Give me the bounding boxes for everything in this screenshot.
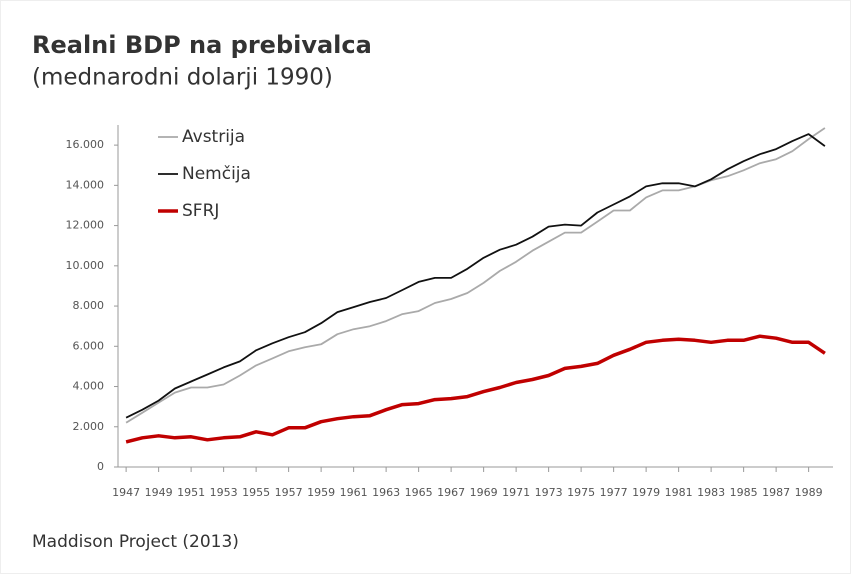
y-tick-label: 8.000 (73, 299, 105, 312)
x-tick-label: 1955 (242, 486, 270, 499)
x-tick-label: 1949 (145, 486, 173, 499)
x-tick-label: 1983 (697, 486, 725, 499)
x-tick-label: 1953 (210, 486, 238, 499)
y-tick-label: 14.000 (66, 178, 105, 191)
x-tick-label: 1951 (177, 486, 205, 499)
x-tick-label: 1985 (730, 486, 758, 499)
x-tick-label: 1957 (275, 486, 303, 499)
x-tick-label: 1977 (600, 486, 628, 499)
x-tick-label: 1979 (632, 486, 660, 499)
x-tick-label: 1947 (112, 486, 140, 499)
series-line (125, 334, 826, 444)
legend-label: SFRJ (182, 201, 219, 221)
x-tick-label: 1975 (567, 486, 595, 499)
y-tick-label: 16.000 (66, 138, 105, 151)
x-tick-label: 1959 (307, 486, 335, 499)
y-tick-label: 0 (97, 460, 104, 473)
x-tick-label: 1969 (470, 486, 498, 499)
x-tick-label: 1961 (340, 486, 368, 499)
legend-label: Avstrija (182, 127, 245, 147)
y-tick-label: 10.000 (66, 259, 105, 272)
x-tick-label: 1987 (762, 486, 790, 499)
x-tick-label: 1971 (502, 486, 530, 499)
source: Maddison Project (2013) (32, 532, 239, 552)
y-tick-label: 6.000 (73, 339, 105, 352)
x-tick-label: 1963 (372, 486, 400, 499)
x-tick-label: 1965 (405, 486, 433, 499)
y-tick-label: 4.000 (73, 380, 105, 393)
chart-title: Realni BDP na prebivalca (32, 31, 372, 59)
y-tick-label: 2.000 (73, 420, 105, 433)
y-tick-label: 12.000 (66, 219, 105, 232)
legend-label: Nemčija (182, 164, 251, 184)
series-line (125, 133, 826, 419)
x-tick-label: 1967 (437, 486, 465, 499)
x-tick-label: 1973 (535, 486, 563, 499)
x-tick-label: 1989 (795, 486, 823, 499)
chart-subtitle: (mednarodni dolarji 1990) (32, 65, 333, 91)
x-tick-label: 1981 (665, 486, 693, 499)
